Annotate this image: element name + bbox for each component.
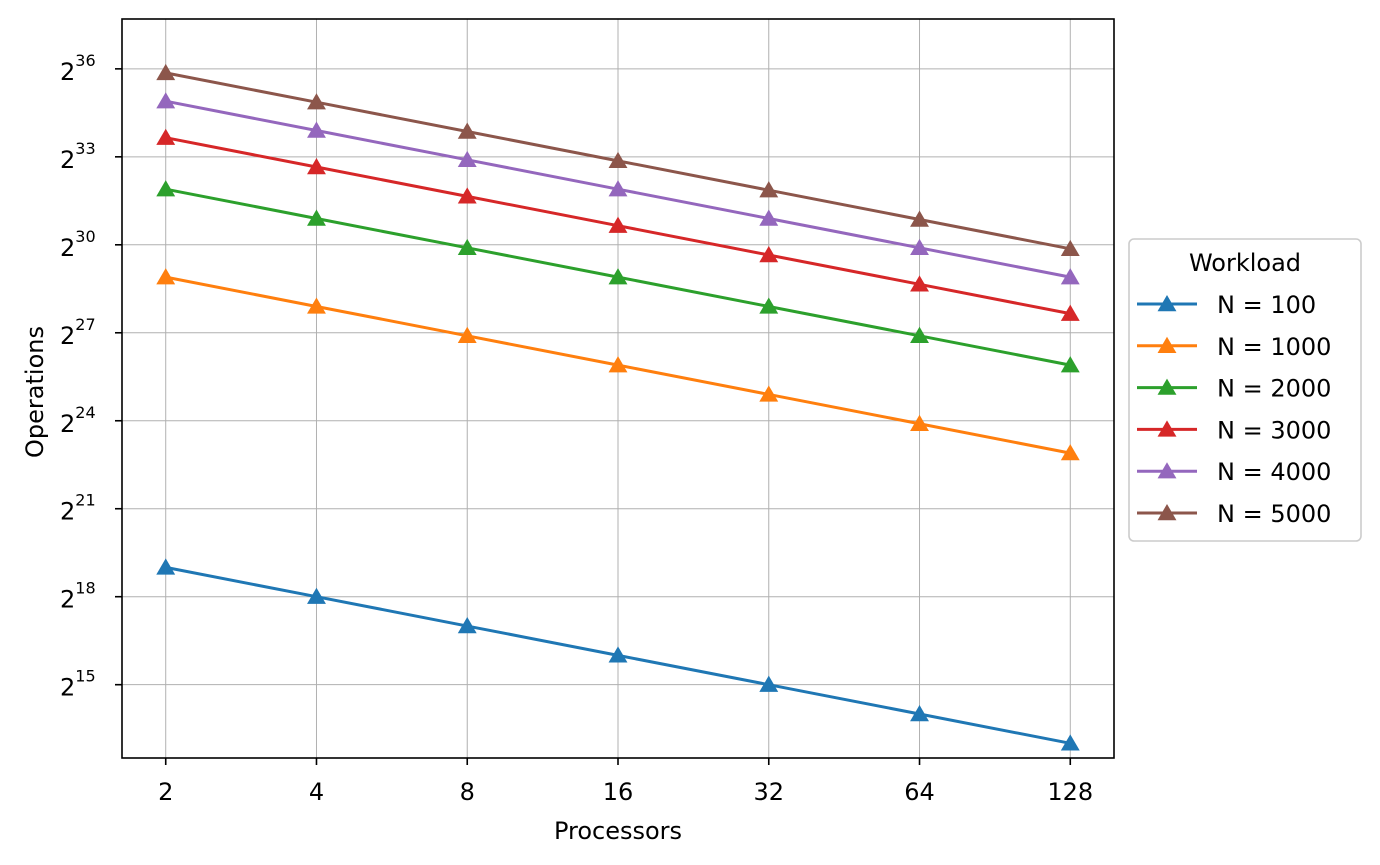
data-point — [307, 158, 326, 175]
data-point — [156, 63, 176, 81]
legend-entry: N = 4000 — [1137, 458, 1331, 486]
data-point — [156, 128, 176, 145]
data-point — [608, 180, 628, 197]
series-1 — [156, 558, 1080, 751]
data-point — [307, 587, 326, 604]
data-point — [608, 646, 628, 663]
y-tick-label: 233 — [60, 139, 96, 174]
data-point — [457, 150, 477, 168]
data-point — [457, 187, 477, 204]
data-point — [910, 705, 929, 722]
data-point — [759, 675, 779, 692]
x-tick-label: 32 — [753, 778, 784, 806]
legend-marker — [1157, 420, 1177, 437]
data-point — [608, 151, 628, 169]
x-axis-ticks: 2 4 8 16 32 64 128 — [158, 758, 1093, 806]
legend-marker — [1157, 295, 1177, 312]
series-3 — [156, 180, 1080, 373]
legend-label: N = 100 — [1217, 291, 1316, 319]
legend-entries: N = 100 N = 1000 N = 2000 N = 3000 N = 4000 N… — [1137, 291, 1331, 528]
legend: Workload N = 100 N = 1000 N = 2000 N = 3000… — [1128, 238, 1362, 542]
legend-entry: N = 100 — [1137, 291, 1316, 319]
x-tick-label: 16 — [603, 778, 634, 806]
legend-label: N = 4000 — [1217, 458, 1331, 486]
legend-label: N = 3000 — [1217, 416, 1331, 444]
data-point — [759, 385, 779, 402]
y-axis-ticks: 215 218 221 224 227 230 233 236 — [60, 51, 122, 702]
data-point — [1060, 304, 1080, 321]
y-tick-label: 227 — [60, 315, 96, 350]
data-point — [156, 92, 176, 109]
legend-marker — [1157, 462, 1177, 479]
series-6 — [156, 63, 1080, 257]
y-tick-label: 218 — [60, 579, 96, 614]
legend-marker — [1157, 336, 1177, 353]
data-point — [910, 210, 929, 227]
y-axis-title: Operations — [21, 326, 49, 458]
data-point — [156, 558, 176, 575]
y-tick-label: 224 — [60, 403, 96, 438]
series-4 — [156, 128, 1080, 321]
legend-label: N = 1000 — [1217, 333, 1331, 361]
data-point — [1060, 356, 1080, 373]
y-tick-label: 236 — [60, 51, 96, 86]
x-tick-label: 4 — [309, 778, 324, 806]
y-tick-label: 215 — [60, 667, 96, 702]
data-point — [156, 180, 176, 197]
legend-entry: N = 5000 — [1137, 500, 1331, 528]
series-2 — [156, 268, 1080, 461]
data-point — [608, 216, 628, 233]
x-tick-label: 8 — [460, 778, 475, 806]
legend-box — [1128, 238, 1362, 542]
data-point — [307, 121, 326, 138]
data-point — [910, 275, 929, 292]
data-point — [1060, 268, 1080, 285]
y-tick-label: 230 — [60, 227, 96, 262]
data-point — [307, 209, 326, 226]
data-point — [1060, 239, 1080, 257]
data-point — [307, 297, 326, 314]
legend-marker — [1157, 378, 1177, 395]
data-point — [457, 617, 477, 634]
legend-marker — [1157, 504, 1177, 521]
x-tick-label: 64 — [904, 778, 935, 806]
data-point — [1060, 734, 1080, 751]
x-tick-label: 2 — [158, 778, 173, 806]
data-point — [608, 356, 628, 373]
legend-entry: N = 3000 — [1137, 416, 1331, 444]
series-lines — [156, 63, 1080, 751]
legend-entry: N = 1000 — [1137, 333, 1331, 361]
data-point — [156, 268, 176, 285]
legend-label: N = 2000 — [1217, 375, 1331, 403]
data-point — [759, 209, 779, 226]
data-point — [910, 414, 929, 431]
data-point — [910, 326, 929, 343]
series-5 — [156, 92, 1080, 285]
legend-label: N = 5000 — [1217, 500, 1331, 528]
data-point — [457, 238, 477, 256]
y-tick-label: 221 — [60, 491, 96, 526]
x-axis-title: Processors — [554, 817, 682, 845]
legend-entry: N = 2000 — [1137, 375, 1331, 403]
data-point — [1060, 444, 1080, 461]
data-point — [608, 268, 628, 285]
x-tick-label: 128 — [1047, 778, 1093, 806]
data-point — [457, 122, 477, 139]
data-point — [457, 326, 477, 343]
data-point — [759, 246, 779, 263]
data-point — [307, 93, 326, 110]
data-point — [759, 297, 779, 314]
data-point — [910, 238, 929, 256]
data-point — [759, 181, 779, 198]
legend-title: Workload — [1189, 249, 1301, 277]
